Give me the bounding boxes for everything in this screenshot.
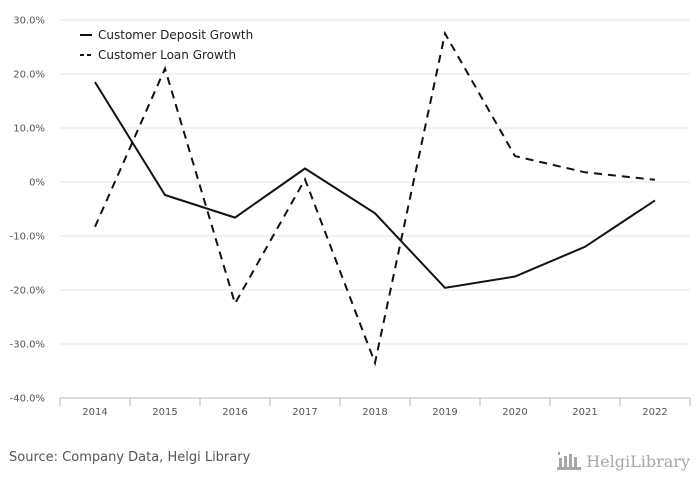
x-tick-label: 2018	[362, 407, 387, 418]
y-tick-label: -30.0%	[10, 340, 45, 351]
y-tick-label: 10.0%	[13, 124, 45, 135]
x-axis: 2014 2015 2016 2017 2018 2019 2020 2021 2022	[59, 397, 691, 418]
x-tick-label: 2016	[222, 407, 247, 418]
y-tick-label: -20.0%	[10, 286, 45, 297]
y-tick-label: 20.0%	[13, 70, 45, 81]
series-lines	[94, 30, 656, 367]
y-tick-label: 30.0%	[13, 16, 45, 27]
x-tick-label: 2022	[642, 407, 667, 418]
y-tick-label: -40.0%	[10, 394, 45, 405]
x-tick-label: 2015	[152, 407, 177, 418]
line-chart: 30.0% 20.0% 10.0% 0% -10.0% -20.0% -30.0% -40.0…	[10, 16, 691, 418]
gridlines	[60, 19, 690, 345]
x-tick-label: 2021	[572, 407, 597, 418]
x-tick-label: 2020	[502, 407, 527, 418]
brand-logo: HelgiLibrary	[556, 450, 690, 472]
y-axis: 30.0% 20.0% 10.0% 0% -10.0% -20.0% -30.0% -40.0…	[10, 16, 45, 405]
library-building-icon	[557, 452, 582, 470]
source-note: Source: Company Data, Helgi Library	[9, 450, 251, 465]
series-line-deposit-growth	[94, 81, 656, 289]
legend-label: Customer Loan Growth	[98, 48, 236, 62]
x-tick-label: 2017	[292, 407, 317, 418]
y-tick-label: -10.0%	[10, 232, 45, 243]
brand-name: HelgiLibrary	[586, 451, 690, 471]
x-tick-label: 2019	[432, 407, 457, 418]
legend: Customer Deposit Growth Customer Loan Gro…	[80, 28, 253, 62]
legend-label: Customer Deposit Growth	[98, 28, 253, 42]
series-line-loan-growth	[94, 30, 656, 367]
x-tick-label: 2014	[82, 407, 107, 418]
y-tick-label: 0%	[29, 178, 45, 189]
